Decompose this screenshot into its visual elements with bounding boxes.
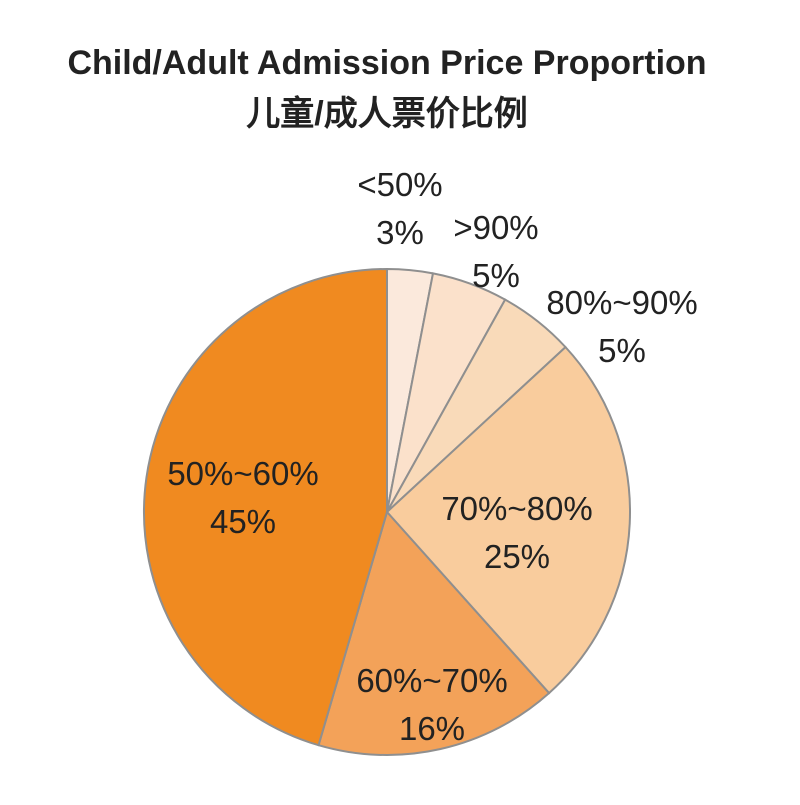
slice-category-label: <50% — [357, 166, 442, 203]
pie-labels: <50% 3% >90% 5% 80%~90% 5% 70%~80% 25% 60%~70% 16… — [167, 166, 697, 747]
slice-category-label: >90% — [453, 209, 538, 246]
slice-category-label: 60%~70% — [356, 662, 507, 699]
slice-value-label: 5% — [472, 257, 520, 294]
slice-category-label: 80%~90% — [546, 284, 697, 321]
pie-slices — [143, 267, 631, 756]
slice-value-label: 3% — [376, 214, 424, 251]
chart-subtitle: 儿童/成人票价比例 — [246, 95, 527, 133]
slice-category-label: 70%~80% — [441, 490, 592, 527]
slice-value-label: 25% — [484, 538, 550, 575]
pie-slice — [143, 267, 388, 747]
pie-slice — [317, 509, 551, 756]
pie-slice — [385, 345, 631, 695]
chart-title: Child/Adult Admission Price Proportion — [67, 44, 706, 82]
slice-value-label: 16% — [399, 710, 465, 747]
slice-value-label: 45% — [210, 503, 276, 540]
slice-value-label: 5% — [598, 332, 646, 369]
slice-category-label: 50%~60% — [167, 455, 318, 492]
